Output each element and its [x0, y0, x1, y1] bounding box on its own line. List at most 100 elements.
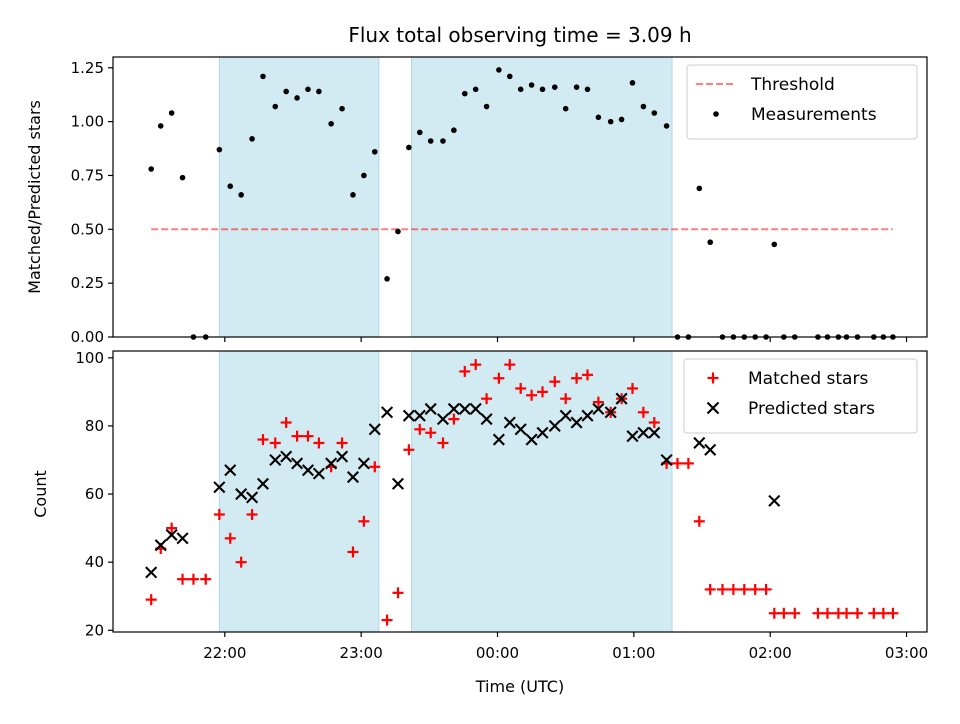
measurements-point-57: [771, 241, 778, 248]
matched-stars-point-22: [381, 614, 393, 626]
measurements-point-36-shape: [539, 86, 546, 93]
measurements-point-29-shape: [461, 90, 468, 97]
matched-stars-point-45: [637, 406, 649, 418]
matched-stars-point-36: [536, 386, 548, 398]
measurements-point-13-shape: [283, 88, 289, 95]
measurements-point-41: [595, 114, 602, 121]
legend-label-predicted-stars: Predicted stars: [748, 399, 875, 419]
predicted-stars-point-28-b: [469, 402, 482, 415]
predicted-stars-point-19: [368, 423, 381, 436]
measurements-point-2-shape: [157, 123, 164, 129]
predicted-stars-point-31: [503, 416, 516, 429]
measurements-point-15-shape: [305, 86, 311, 93]
measurements-point-8: [227, 183, 234, 190]
predicted-stars-point-12-b: [291, 457, 304, 470]
measurements-point-23-shape: [395, 228, 401, 235]
predicted-stars-point-13: [301, 464, 315, 477]
count-y-tick-label-20: 20: [85, 621, 104, 639]
ratio-shaded-interval-2: [411, 56, 673, 338]
matched-stars-point-52: [716, 583, 728, 595]
matched-stars-point-57: [768, 607, 780, 619]
matched-stars-point-19: [347, 546, 359, 558]
measurements-point-4-shape: [179, 174, 186, 181]
predicted-stars-point-37-b: [570, 416, 583, 429]
measurements-point-15: [305, 86, 311, 93]
count-y-tick-label-40: 40: [85, 553, 104, 571]
predicted-stars-point-20-b: [381, 406, 394, 419]
matched-stars-point-12: [269, 437, 281, 449]
legend-swatch-measurements-shape: [713, 111, 719, 117]
top-y-axis-label: Matched/Predicted stars: [25, 100, 44, 294]
predicted-stars-point-22-b: [402, 409, 415, 422]
predicted-stars-point-44-b: [648, 426, 661, 439]
predicted-stars-point-48-b: [768, 494, 781, 507]
predicted-stars-point-11-b: [280, 450, 293, 463]
matched-stars-point-44: [626, 382, 638, 394]
measurements-point-31: [483, 103, 490, 110]
measurements-point-43-shape: [618, 116, 625, 123]
measurements-point-39-shape: [573, 84, 580, 90]
predicted-stars-point-37: [570, 416, 583, 429]
predicted-stars-point-46-b: [693, 436, 706, 450]
predicted-stars-point-24-b: [424, 402, 437, 415]
x-tick-label-0200: 02:00: [749, 644, 792, 662]
predicted-stars-point-4: [176, 532, 189, 545]
predicted-stars-point-9: [256, 477, 270, 490]
predicted-stars-point-45: [660, 453, 673, 467]
measurements-point-33-shape: [506, 73, 513, 80]
measurements-point-24: [406, 144, 412, 151]
matched-stars-point-26: [425, 427, 437, 439]
measurements-point-20: [361, 172, 367, 179]
measurements-point-44: [629, 80, 636, 86]
matched-stars-point-30: [470, 359, 482, 371]
measurements-point-26: [427, 138, 434, 144]
measurements-point-32-shape: [496, 67, 502, 73]
predicted-stars-point-33-b: [525, 433, 538, 446]
x-tick-label-2300: 23:00: [340, 644, 383, 662]
predicted-stars-point-35-b: [548, 419, 561, 432]
predicted-stars-point-6-b: [224, 464, 237, 477]
predicted-stars-point-29-b: [480, 413, 493, 426]
predicted-stars-point-14: [312, 467, 325, 480]
measurements-point-42: [607, 118, 614, 125]
measurements-point-34: [517, 86, 524, 93]
predicted-stars-point-7-b: [235, 488, 248, 501]
measurements-point-11: [260, 73, 266, 80]
measurements-point-9-shape: [238, 192, 244, 198]
matched-stars-point-35: [526, 389, 538, 401]
predicted-stars-point-28: [469, 402, 482, 415]
predicted-stars-point-27: [458, 402, 471, 415]
count-shaded-interval-2: [411, 350, 673, 633]
measurements-point-42-shape: [607, 118, 614, 125]
ratio-panel: 0.00 0.25 0.50 0.75 1.00 1.25 Threshold Measure…: [71, 56, 928, 346]
matched-stars-point-60: [812, 607, 824, 619]
measurements-point-21-shape: [371, 148, 378, 155]
measurements-point-41-shape: [595, 114, 602, 121]
measurements-point-9: [238, 192, 244, 198]
predicted-stars-point-41-b: [615, 392, 628, 405]
predicted-stars-point-25: [436, 413, 450, 426]
predicted-stars-point-30: [492, 433, 505, 446]
matched-stars-point-25: [414, 423, 426, 435]
matched-stars-point-38: [560, 393, 572, 405]
matched-stars-point-5: [187, 573, 199, 585]
predicted-stars-point-1-b: [145, 566, 158, 579]
measurements-point-19: [350, 192, 356, 198]
matched-stars-point-34: [515, 382, 527, 394]
matched-stars-point-33: [504, 359, 516, 371]
predicted-stars-point-16: [336, 450, 349, 463]
measurements-point-47: [663, 123, 670, 129]
matched-stars-point-13: [280, 417, 292, 429]
measurements-point-45: [640, 103, 647, 110]
predicted-stars-point-36: [559, 409, 572, 422]
measurements-point-10: [249, 136, 255, 142]
predicted-stars-point-15-b: [325, 457, 338, 470]
measurements-point-33: [506, 73, 513, 80]
matched-stars-point-65: [868, 607, 880, 619]
measurements-point-31-shape: [483, 103, 490, 110]
matched-stars-point-51: [704, 583, 716, 595]
ratio-y-tick-label-1.25: 1.25: [71, 59, 104, 77]
predicted-stars-point-43: [637, 426, 650, 439]
matched-stars-point-59: [789, 607, 801, 619]
predicted-stars-point-44: [648, 426, 661, 439]
